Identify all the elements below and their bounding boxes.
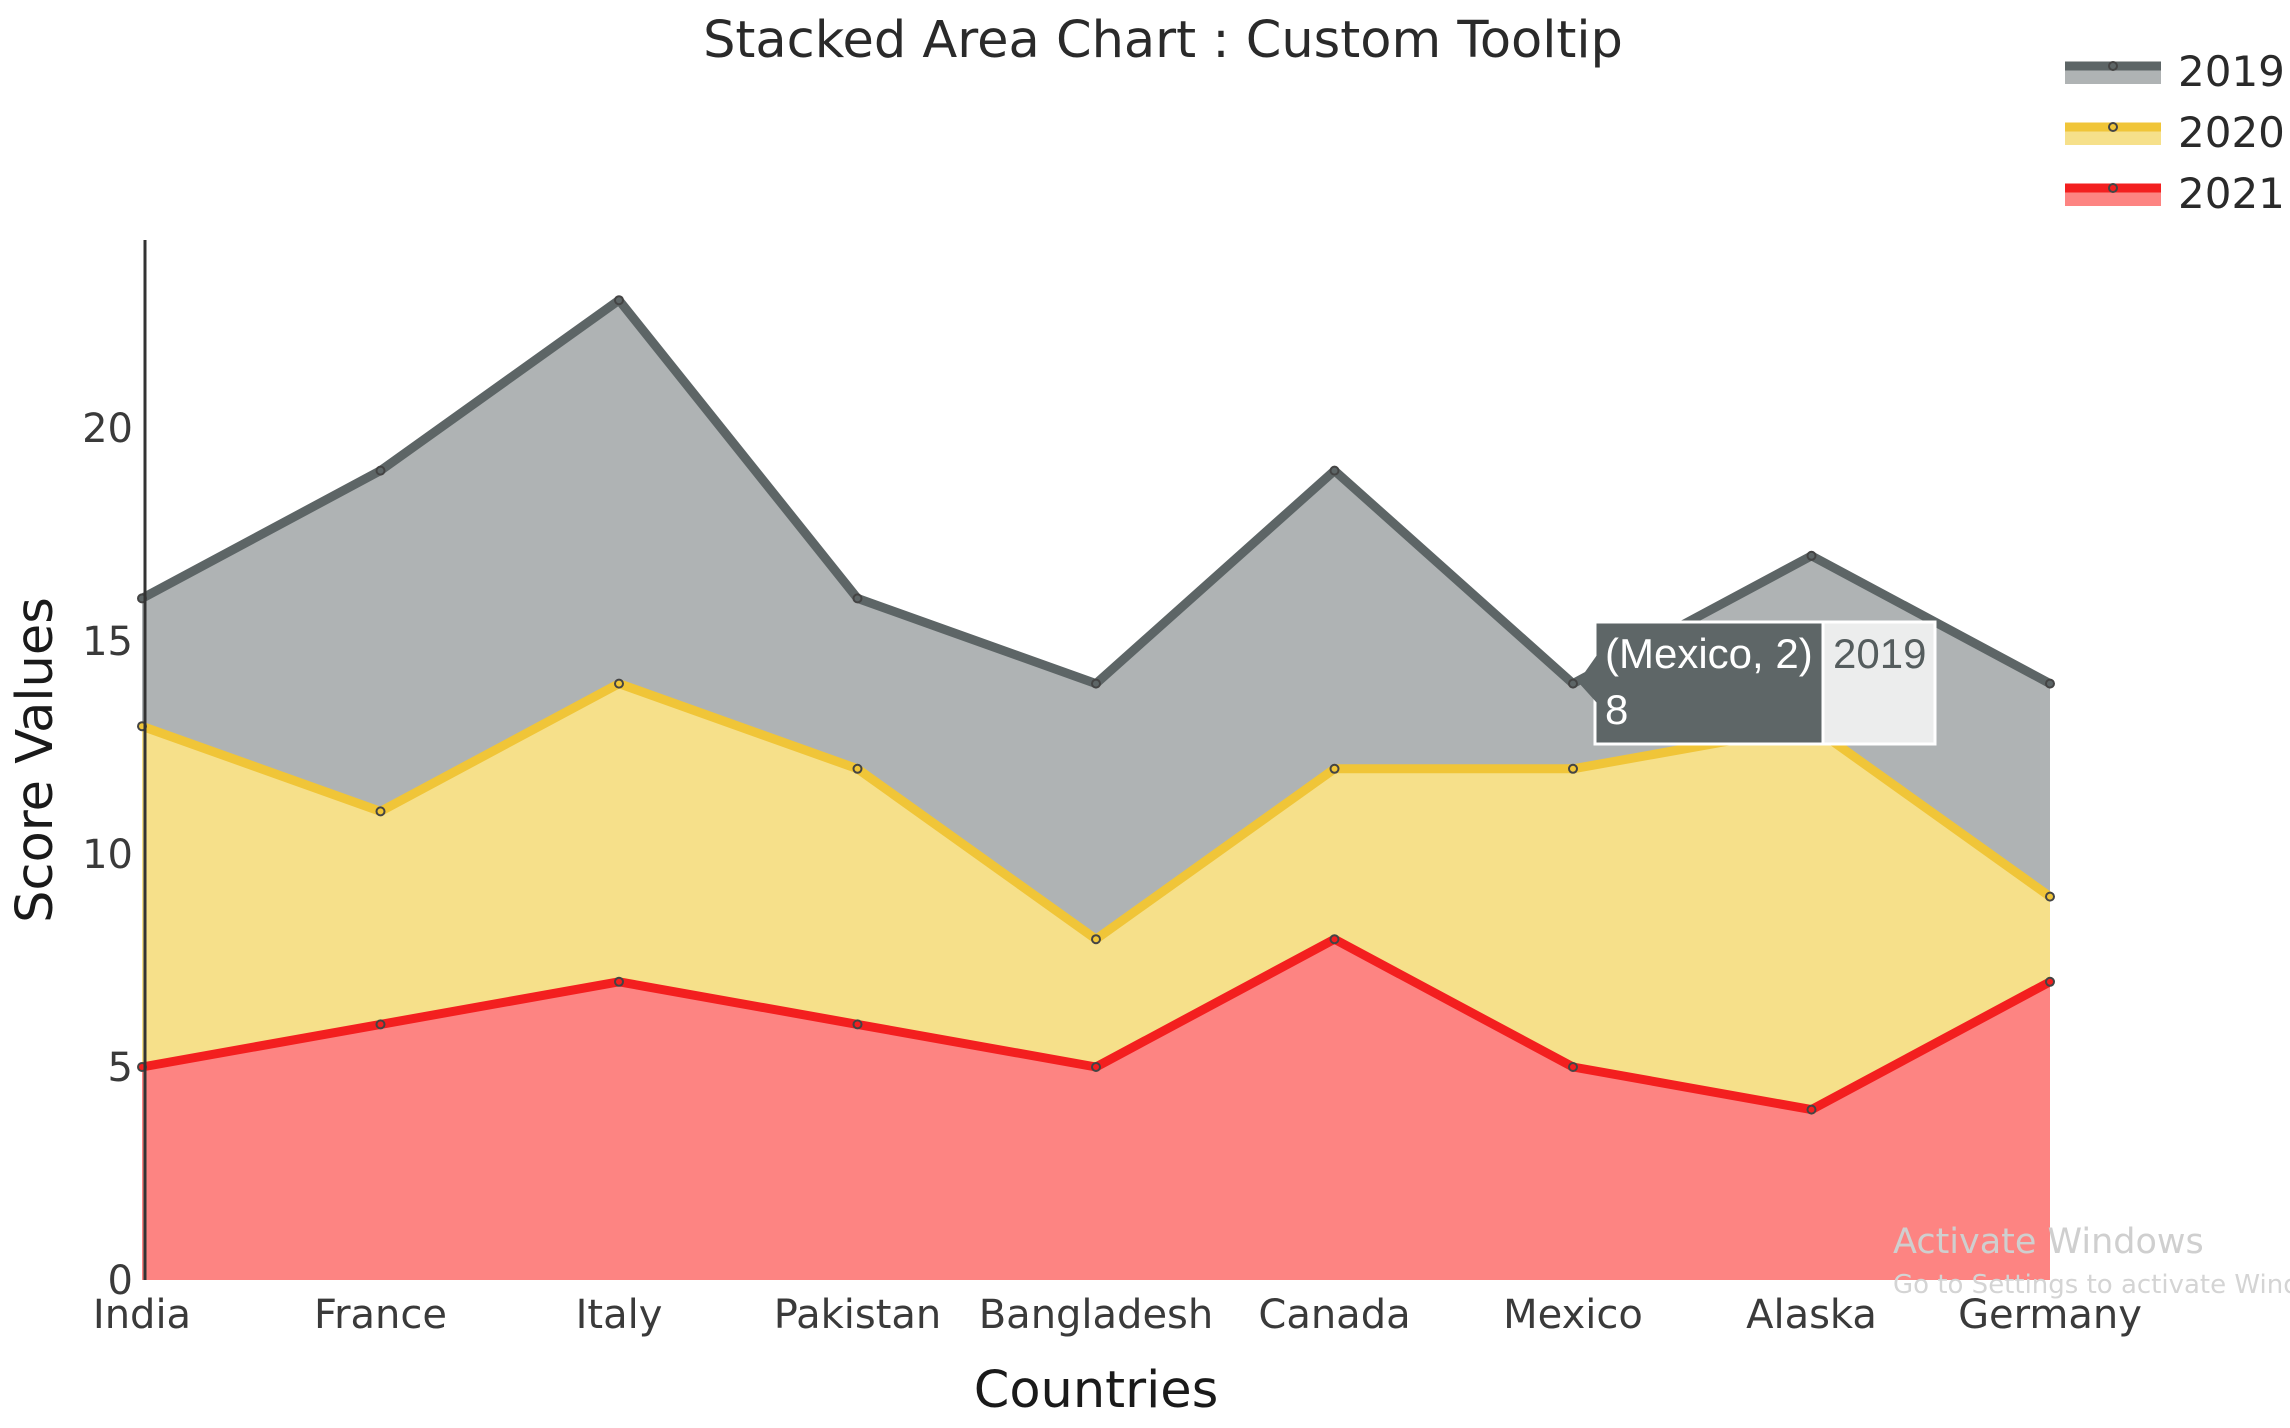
y-tick-label: 0 <box>108 1258 133 1304</box>
y-tick-label: 20 <box>82 406 133 452</box>
legend-item-2021[interactable]: 2021 <box>2065 169 2285 218</box>
x-tick-label-pakistan: Pakistan <box>774 1292 942 1338</box>
tooltip-line-2: 8 <box>1605 686 1628 733</box>
x-axis-title: Countries <box>974 1361 1219 1420</box>
data-point-2020-france[interactable] <box>375 806 386 817</box>
tooltip-series-label: 2019 <box>1833 630 1926 677</box>
x-tick-label-canada: Canada <box>1258 1292 1410 1338</box>
y-tick-label: 5 <box>108 1045 133 1091</box>
data-point-2021-italy[interactable] <box>614 976 624 987</box>
x-tick-label-india: India <box>93 1292 191 1338</box>
data-point-2020-canada[interactable] <box>1329 763 1340 774</box>
data-point-2019-italy[interactable] <box>614 295 624 306</box>
x-tick-labels: India France Italy Pakistan Bangladesh Canada… <box>93 1292 2142 1338</box>
y-axis-title: Score Values <box>6 597 65 923</box>
data-point-markers[interactable] <box>137 295 2055 1115</box>
data-point-2021-mexico[interactable] <box>1568 1062 1578 1072</box>
x-tick-label-bangladesh: Bangladesh <box>979 1292 1214 1338</box>
data-point-2019-mexico[interactable] <box>1568 678 1578 689</box>
tooltip-line-1: (Mexico, 2) <box>1605 630 1813 677</box>
data-point-2020-italy[interactable] <box>614 678 624 689</box>
data-point-2021-bangladesh[interactable] <box>1091 1062 1101 1072</box>
legend-label: 2019 <box>2178 47 2285 96</box>
tooltip-series-box <box>1821 620 1937 746</box>
tooltip-box <box>1593 620 1825 746</box>
x-tick-label-italy: Italy <box>576 1292 663 1338</box>
legend-label: 2020 <box>2178 108 2285 157</box>
legend-item-2019[interactable]: 2019 <box>2065 47 2285 96</box>
data-point-2019-france[interactable] <box>375 465 386 476</box>
data-point-2021-pakistan[interactable] <box>852 1019 863 1030</box>
data-point-2021-alaska[interactable] <box>1806 1104 1817 1115</box>
data-point-2021-germany[interactable] <box>2045 976 2055 987</box>
y-tick-label: 10 <box>82 832 133 878</box>
legend[interactable]: 2019 2020 2021 <box>2065 47 2285 218</box>
data-point-2020-germany[interactable] <box>2045 891 2055 902</box>
watermark-line-2: Go to Settings to activate Windows. <box>1893 1270 2290 1300</box>
data-point-2020-mexico[interactable] <box>1568 763 1578 774</box>
y-tick-labels: 0 5 10 15 20 <box>82 406 133 1304</box>
y-tick-label: 15 <box>82 619 133 665</box>
tooltip-pointer <box>1578 655 1597 703</box>
data-point-2020-bangladesh[interactable] <box>1091 934 1101 945</box>
legend-label: 2021 <box>2178 169 2285 218</box>
x-tick-label-germany: Germany <box>1958 1292 2142 1338</box>
x-tick-label-alaska: Alaska <box>1746 1292 1877 1338</box>
data-point-2019-canada[interactable] <box>1329 465 1340 476</box>
data-point-2019-germany[interactable] <box>2045 678 2055 689</box>
data-point-2019-bangladesh[interactable] <box>1091 678 1101 689</box>
chart-title: Stacked Area Chart : Custom Tooltip <box>703 11 1623 70</box>
data-point-2021-france[interactable] <box>375 1019 386 1030</box>
hover-tooltip: (Mexico, 2) 8 2019 <box>1578 620 1937 746</box>
legend-item-2020[interactable]: 2020 <box>2065 108 2285 157</box>
data-point-2019-alaska[interactable] <box>1806 550 1817 561</box>
area-2020 <box>142 683 2050 1110</box>
area-2021 <box>142 939 2050 1280</box>
legend-swatch-marker <box>2108 122 2118 132</box>
area-layers <box>142 300 2050 1280</box>
x-tick-label-mexico: Mexico <box>1503 1292 1643 1338</box>
legend-swatch-marker <box>2108 61 2118 71</box>
watermark-line-1: Activate Windows <box>1893 1222 2204 1262</box>
data-point-2020-pakistan[interactable] <box>852 763 863 774</box>
area-2019 <box>142 300 2050 940</box>
legend-swatch-marker <box>2108 183 2118 193</box>
data-point-2021-canada[interactable] <box>1329 934 1340 945</box>
x-tick-label-france: France <box>314 1292 447 1338</box>
data-point-2019-pakistan[interactable] <box>852 593 863 604</box>
